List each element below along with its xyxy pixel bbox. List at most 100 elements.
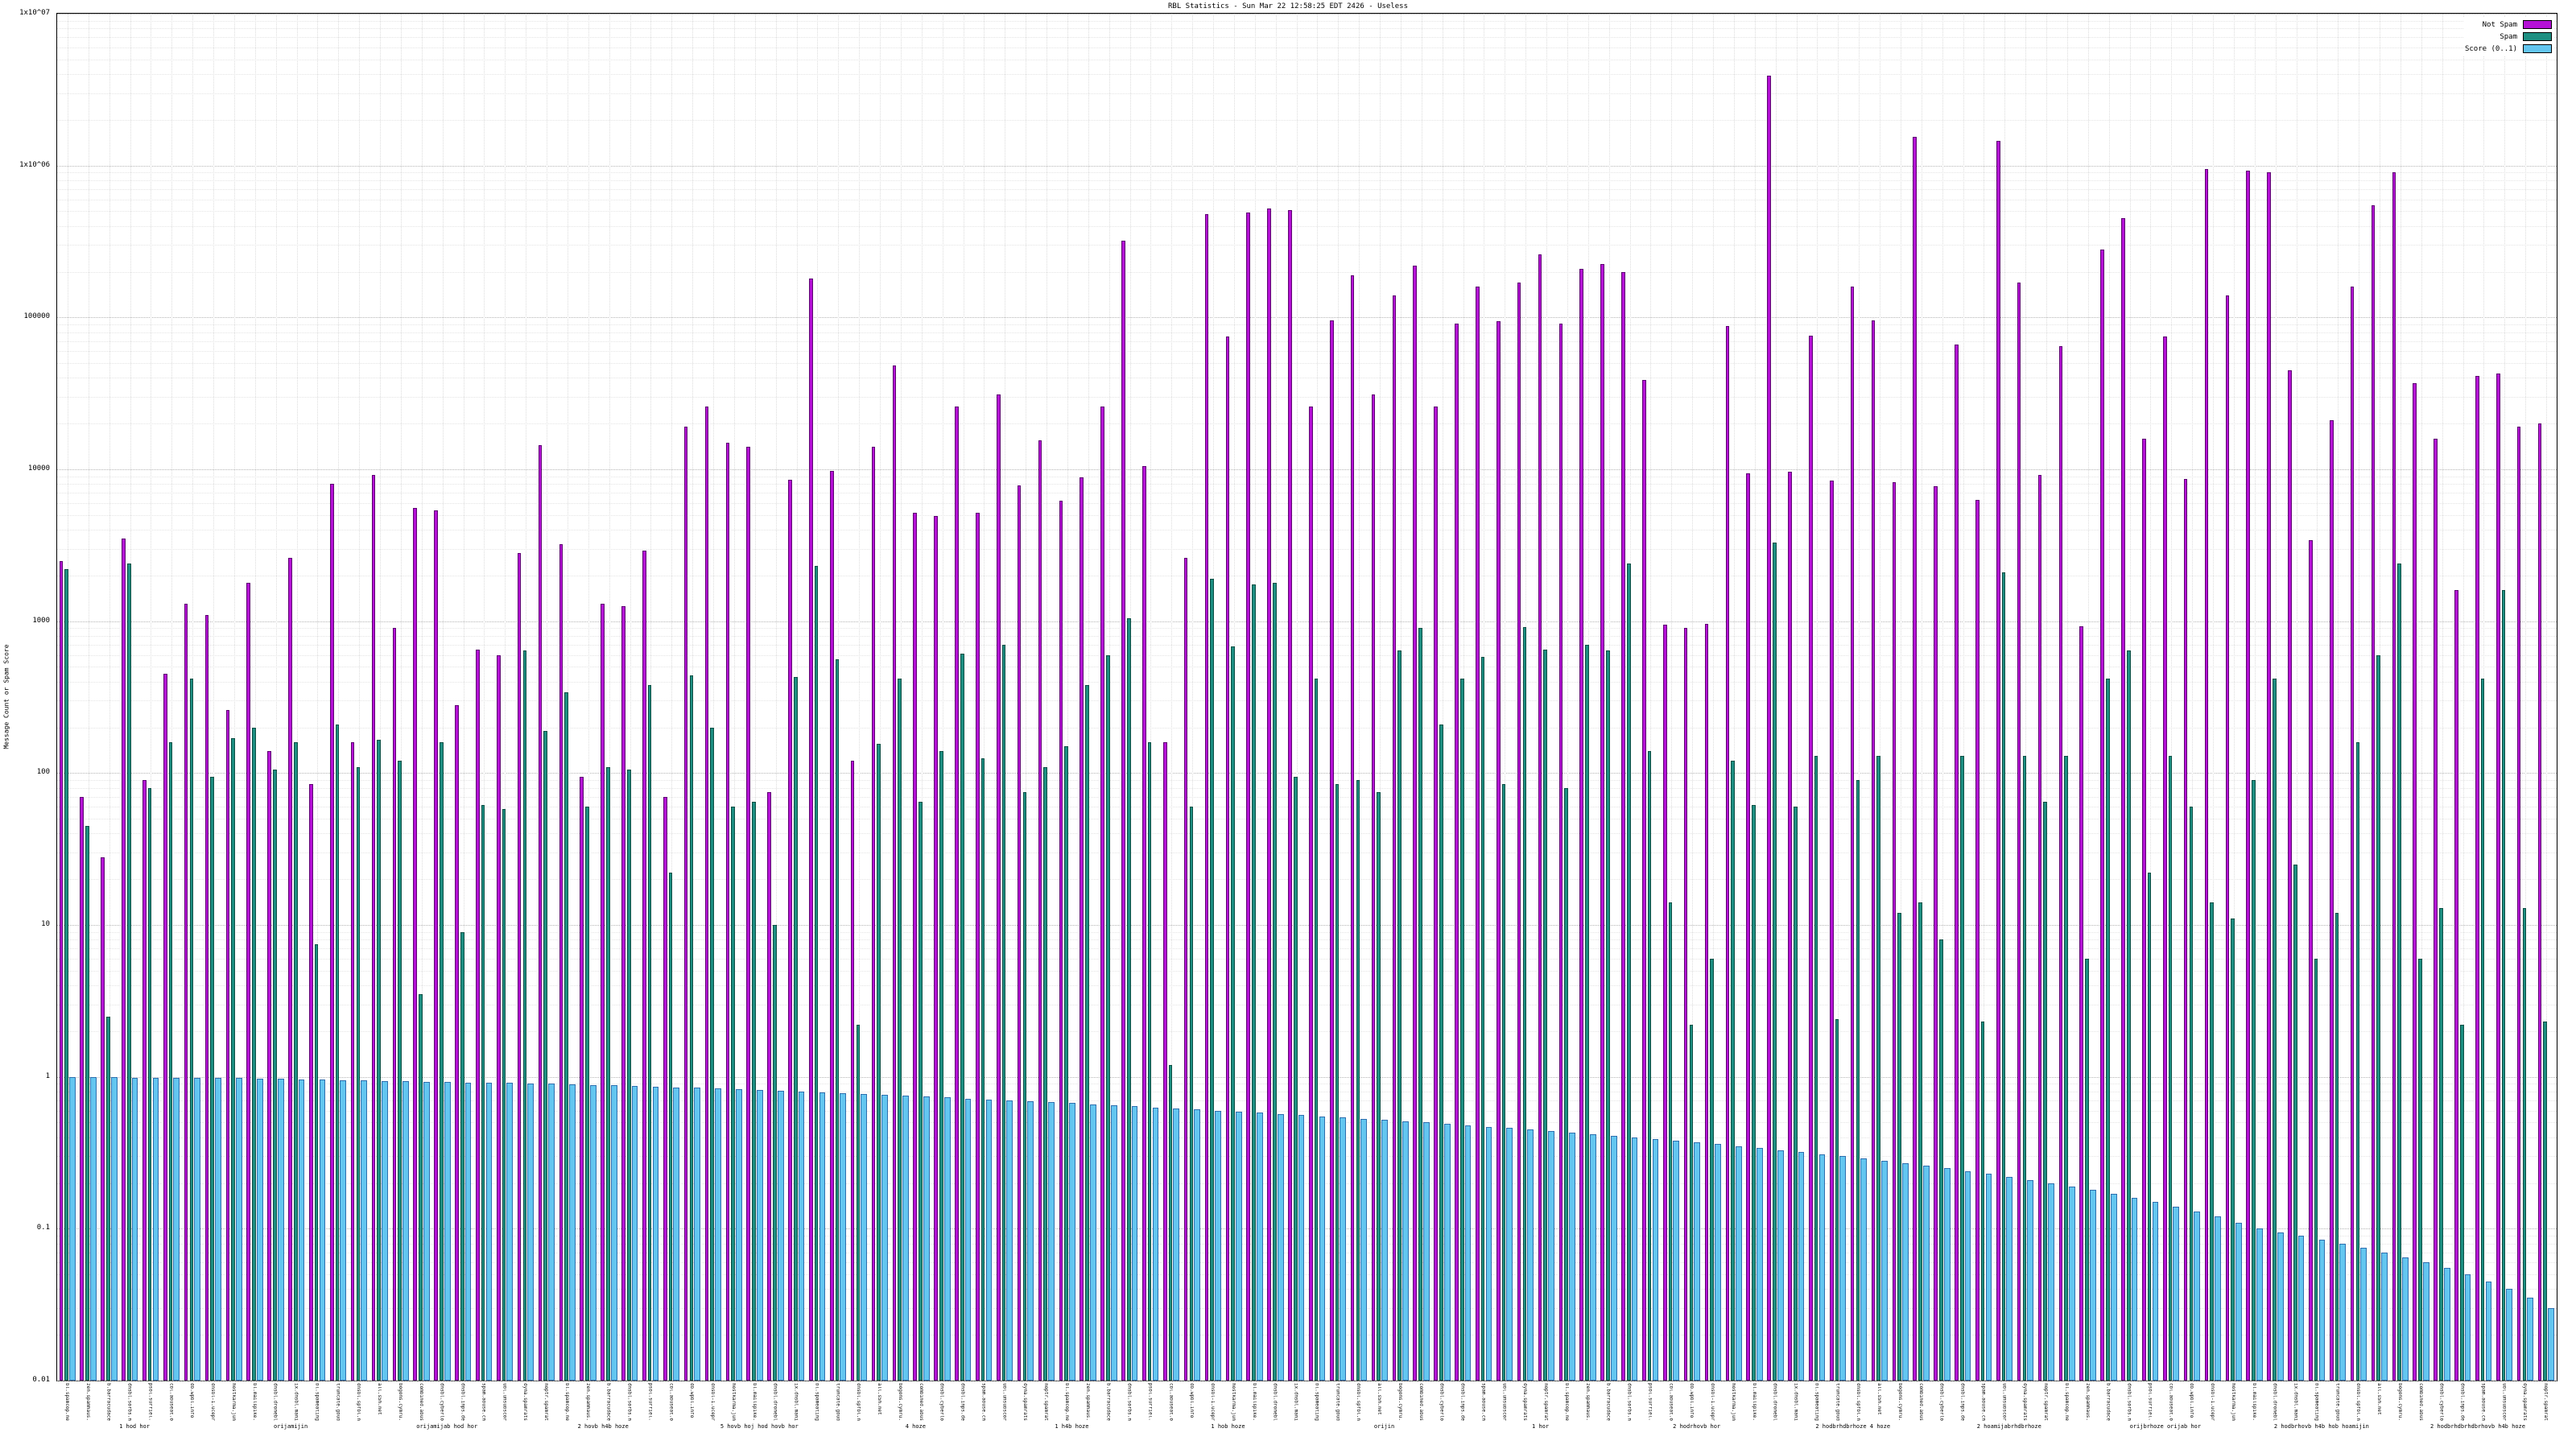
gridline-vertical xyxy=(2171,14,2173,1381)
bar-score xyxy=(1694,1142,1700,1381)
gridline-vertical xyxy=(109,14,110,1381)
bar-score xyxy=(1881,1160,1888,1381)
bar-notspam xyxy=(1038,440,1042,1381)
x-tick-label: bl.spameatingmonkey.net xyxy=(1314,1383,1319,1421)
x-tick-label: dnsbl.spfbl.net xyxy=(856,1383,861,1421)
bar-spam xyxy=(543,730,548,1381)
bar-spam xyxy=(2376,654,2381,1381)
y-tick-label: 1x10^06 xyxy=(19,160,50,169)
bar-notspam xyxy=(1767,76,1771,1381)
gridline-vertical xyxy=(400,14,402,1381)
bar-spam xyxy=(2522,907,2527,1381)
bar-spam xyxy=(731,807,735,1381)
bar-notspam xyxy=(1725,325,1730,1381)
bar-score xyxy=(1777,1150,1784,1381)
bar-score xyxy=(402,1080,409,1381)
bar-score xyxy=(589,1085,597,1381)
bar-notspam xyxy=(2142,438,2146,1381)
bar-notspam xyxy=(1996,141,2000,1381)
bar-spam xyxy=(1022,791,1027,1381)
x-tick-label: db.wpbl.info xyxy=(1689,1383,1695,1418)
bar-notspam xyxy=(2100,249,2104,1381)
bar-score xyxy=(798,1091,805,1381)
bar-spam xyxy=(293,741,298,1381)
x-tick-label: bogons.cymru.com xyxy=(397,1383,402,1421)
bar-spam xyxy=(689,675,694,1381)
gridline-minor xyxy=(57,931,2557,933)
bar-spam xyxy=(1501,783,1506,1381)
bar-notspam xyxy=(850,761,855,1381)
gridline-vertical xyxy=(1650,14,1652,1381)
bar-spam xyxy=(960,654,964,1381)
bar-score xyxy=(1027,1101,1034,1381)
bar-notspam xyxy=(1871,320,1876,1381)
x-tick-label: ubl.unsubscore.com xyxy=(1001,1383,1007,1421)
bar-score xyxy=(1964,1170,1971,1381)
x-tick-label: hostkarma.junkemailfilter.com xyxy=(1731,1383,1736,1421)
gridline-vertical xyxy=(2338,14,2339,1381)
legend-row-spam: Spam xyxy=(2465,31,2552,43)
bar-spam xyxy=(877,744,881,1381)
bar-notspam xyxy=(1809,335,1813,1381)
gridline-vertical xyxy=(442,14,444,1381)
bar-score xyxy=(2131,1197,2138,1381)
x-tick-label: cbl.abuseat.org xyxy=(1668,1383,1674,1421)
x-group-caption: 1 hor xyxy=(1532,1423,1550,1430)
bar-score xyxy=(444,1081,451,1381)
gridline-vertical xyxy=(1359,14,1360,1381)
gridline-vertical xyxy=(754,14,756,1381)
x-group-caption: 5 hovb hoj hod hovb hor xyxy=(720,1423,799,1430)
bar-notspam xyxy=(122,539,126,1381)
bar-score xyxy=(2402,1257,2409,1381)
gridline-vertical xyxy=(421,14,423,1381)
bar-spam xyxy=(2459,1025,2464,1381)
gridline-vertical xyxy=(859,14,861,1381)
x-tick-label: bl.mailspike.net xyxy=(751,1383,757,1421)
x-tick-label: db.wpbl.info xyxy=(689,1383,695,1418)
bar-spam xyxy=(1335,783,1340,1381)
bar-score xyxy=(1402,1121,1409,1381)
bar-notspam xyxy=(225,710,230,1381)
gridline-vertical xyxy=(733,14,735,1381)
bar-notspam xyxy=(1975,499,1979,1381)
bar-spam xyxy=(210,776,215,1381)
bar-spam xyxy=(1543,649,1548,1381)
bar-score xyxy=(2485,1281,2492,1381)
bar-score xyxy=(1131,1106,1138,1381)
bar-spam xyxy=(1397,650,1402,1381)
bar-notspam xyxy=(871,447,876,1381)
x-tick-label: dnsbl.cyberlogic.net xyxy=(939,1383,944,1421)
bar-spam xyxy=(2418,958,2422,1381)
bar-score xyxy=(2422,1262,2429,1381)
bar-notspam xyxy=(2267,172,2271,1381)
bar-notspam xyxy=(580,776,584,1381)
bar-score xyxy=(361,1080,367,1381)
x-tick-label: dnsbl.inps.de xyxy=(2459,1383,2465,1421)
bar-score xyxy=(2527,1298,2533,1381)
x-tick-label: truncate.gbudb.net xyxy=(1835,1383,1840,1421)
bar-score xyxy=(1902,1162,1909,1381)
bar-spam xyxy=(522,650,527,1381)
bar-score xyxy=(236,1078,242,1381)
bar-notspam xyxy=(1350,275,1355,1381)
bar-spam xyxy=(2543,1022,2548,1381)
x-group-caption: 2 hoamijabrhdbrhoze xyxy=(1976,1423,2041,1430)
bar-score xyxy=(2089,1190,2096,1381)
bar-spam xyxy=(1814,755,1818,1381)
x-tick-label: bl.spamcop.net xyxy=(64,1383,69,1421)
bar-notspam xyxy=(1392,295,1397,1381)
gridline-vertical xyxy=(921,14,923,1381)
bar-spam xyxy=(1439,724,1443,1381)
x-group-caption: orijamijin xyxy=(274,1423,308,1430)
bar-score xyxy=(485,1082,493,1381)
bar-notspam xyxy=(350,741,355,1381)
x-tick-label: dnsbl.dronebl.org xyxy=(272,1383,278,1421)
bar-score xyxy=(2215,1216,2221,1381)
bar-notspam xyxy=(2496,373,2500,1381)
gridline-minor xyxy=(57,635,2557,637)
bar-notspam xyxy=(2350,286,2355,1381)
bar-spam xyxy=(1231,646,1235,1381)
gridline-vertical xyxy=(1046,14,1048,1381)
bar-score xyxy=(777,1090,784,1381)
gridline-major xyxy=(57,1076,2557,1078)
